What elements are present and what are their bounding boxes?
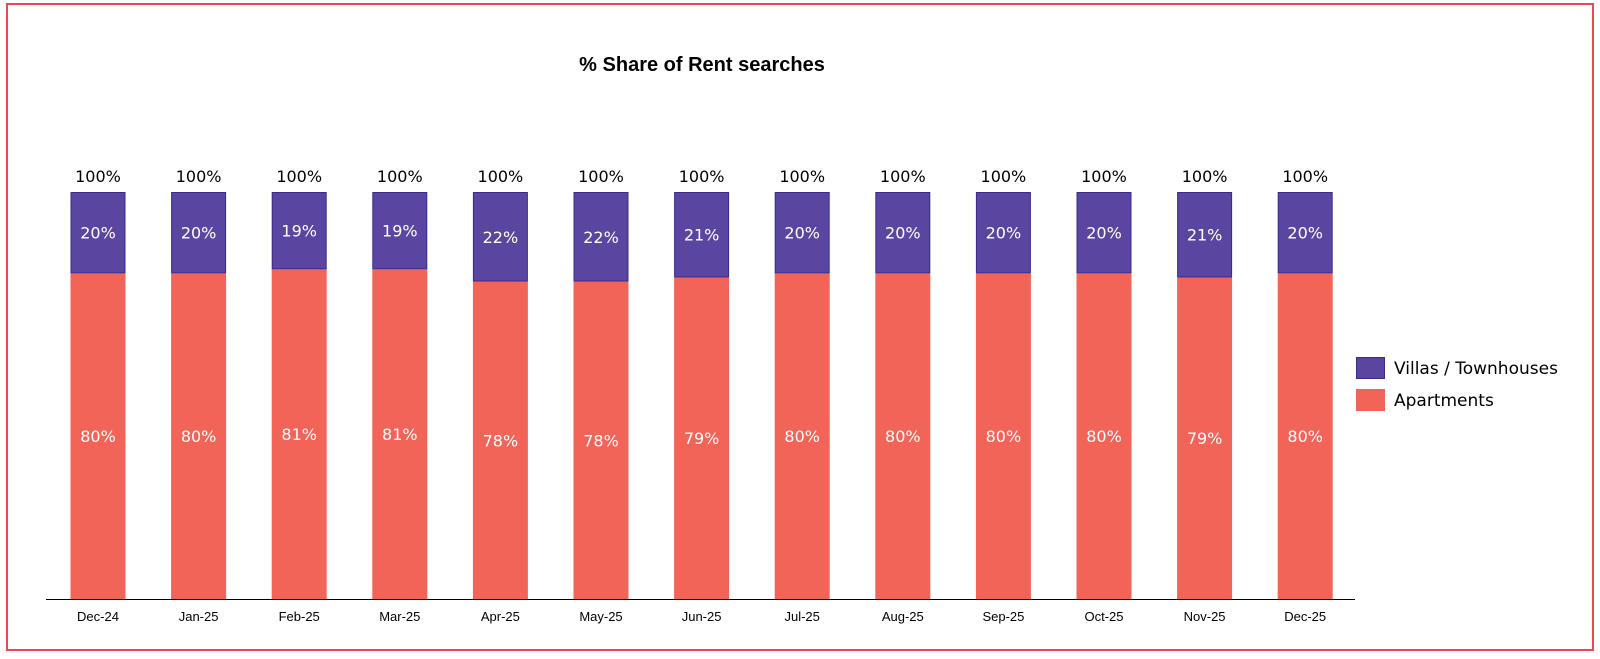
total-label: 100% bbox=[1282, 167, 1328, 186]
chart-title: % Share of Rent searches bbox=[579, 54, 825, 76]
data-label-villas: 20% bbox=[986, 224, 1022, 243]
x-tick-label: Dec-25 bbox=[1284, 609, 1326, 624]
data-label-villas: 20% bbox=[80, 224, 116, 243]
data-label-villas: 22% bbox=[483, 228, 519, 247]
bar-villas bbox=[1277, 192, 1333, 274]
total-label: 100% bbox=[1182, 167, 1228, 186]
data-label-apartments: 79% bbox=[684, 429, 720, 448]
bar-apartments bbox=[70, 273, 126, 599]
x-tick-label: Mar-25 bbox=[379, 609, 420, 624]
bar-apartments bbox=[975, 273, 1031, 599]
bar-villas bbox=[171, 192, 227, 274]
bar-villas bbox=[271, 192, 327, 270]
total-label: 100% bbox=[377, 167, 423, 186]
x-tick-label: Oct-25 bbox=[1084, 609, 1123, 624]
total-label: 100% bbox=[1081, 167, 1127, 186]
bar-apartments bbox=[573, 281, 629, 599]
bar-apartments bbox=[372, 269, 428, 599]
total-label: 100% bbox=[75, 167, 121, 186]
bar-apartments bbox=[271, 269, 327, 599]
bar-apartments bbox=[674, 277, 730, 599]
data-label-apartments: 79% bbox=[1187, 429, 1223, 448]
data-label-apartments: 80% bbox=[885, 427, 921, 446]
x-tick-label: Jul-25 bbox=[784, 609, 819, 624]
data-label-apartments: 80% bbox=[1287, 427, 1323, 446]
bar-apartments bbox=[171, 273, 227, 599]
bar-apartments bbox=[1177, 277, 1233, 599]
legend-label: Villas / Townhouses bbox=[1394, 359, 1558, 379]
bar-villas bbox=[975, 192, 1031, 274]
total-label: 100% bbox=[779, 167, 825, 186]
total-label: 100% bbox=[176, 167, 222, 186]
data-label-villas: 20% bbox=[181, 224, 217, 243]
bar-villas bbox=[1076, 192, 1132, 274]
data-label-apartments: 78% bbox=[583, 431, 619, 450]
bar-villas bbox=[1177, 192, 1233, 278]
bar-apartments bbox=[472, 281, 528, 599]
x-tick-label: Feb-25 bbox=[279, 609, 320, 624]
x-tick-label: May-25 bbox=[579, 609, 622, 624]
data-label-villas: 20% bbox=[1287, 224, 1323, 243]
bar-villas bbox=[774, 192, 830, 274]
total-label: 100% bbox=[578, 167, 624, 186]
data-label-villas: 19% bbox=[382, 222, 418, 241]
bar-apartments bbox=[1076, 273, 1132, 599]
data-label-villas: 21% bbox=[684, 226, 720, 245]
data-label-apartments: 80% bbox=[784, 427, 820, 446]
bar-villas bbox=[472, 192, 528, 282]
x-tick-label: Nov-25 bbox=[1184, 609, 1226, 624]
legend-label: Apartments bbox=[1394, 391, 1494, 411]
total-label: 100% bbox=[981, 167, 1027, 186]
bar-villas bbox=[70, 192, 126, 274]
total-label: 100% bbox=[880, 167, 926, 186]
bar-apartments bbox=[1277, 273, 1333, 599]
total-label: 100% bbox=[679, 167, 725, 186]
total-label: 100% bbox=[276, 167, 322, 186]
legend-swatch bbox=[1356, 357, 1385, 379]
legend-swatch bbox=[1356, 389, 1385, 411]
data-label-villas: 22% bbox=[583, 228, 619, 247]
bar-villas bbox=[372, 192, 428, 270]
bar-apartments bbox=[875, 273, 931, 599]
bar-villas bbox=[573, 192, 629, 282]
data-label-apartments: 80% bbox=[986, 427, 1022, 446]
x-tick-label: Dec-24 bbox=[77, 609, 119, 624]
chart-frame bbox=[6, 3, 1594, 651]
data-label-villas: 20% bbox=[1086, 224, 1122, 243]
data-label-apartments: 80% bbox=[181, 427, 217, 446]
data-label-apartments: 80% bbox=[1086, 427, 1122, 446]
total-label: 100% bbox=[478, 167, 524, 186]
data-label-apartments: 81% bbox=[382, 425, 418, 444]
bar-apartments bbox=[774, 273, 830, 599]
data-label-villas: 21% bbox=[1187, 226, 1223, 245]
x-tick-label: Apr-25 bbox=[481, 609, 520, 624]
x-tick-label: Jun-25 bbox=[682, 609, 722, 624]
data-label-apartments: 78% bbox=[483, 431, 519, 450]
x-tick-label: Aug-25 bbox=[882, 609, 924, 624]
x-tick-label: Sep-25 bbox=[982, 609, 1024, 624]
bar-villas bbox=[674, 192, 730, 278]
x-tick-label: Jan-25 bbox=[179, 609, 219, 624]
data-label-apartments: 81% bbox=[281, 425, 317, 444]
data-label-apartments: 80% bbox=[80, 427, 116, 446]
data-label-villas: 20% bbox=[885, 224, 921, 243]
data-label-villas: 20% bbox=[784, 224, 820, 243]
data-label-villas: 19% bbox=[281, 222, 317, 241]
bar-villas bbox=[875, 192, 931, 274]
